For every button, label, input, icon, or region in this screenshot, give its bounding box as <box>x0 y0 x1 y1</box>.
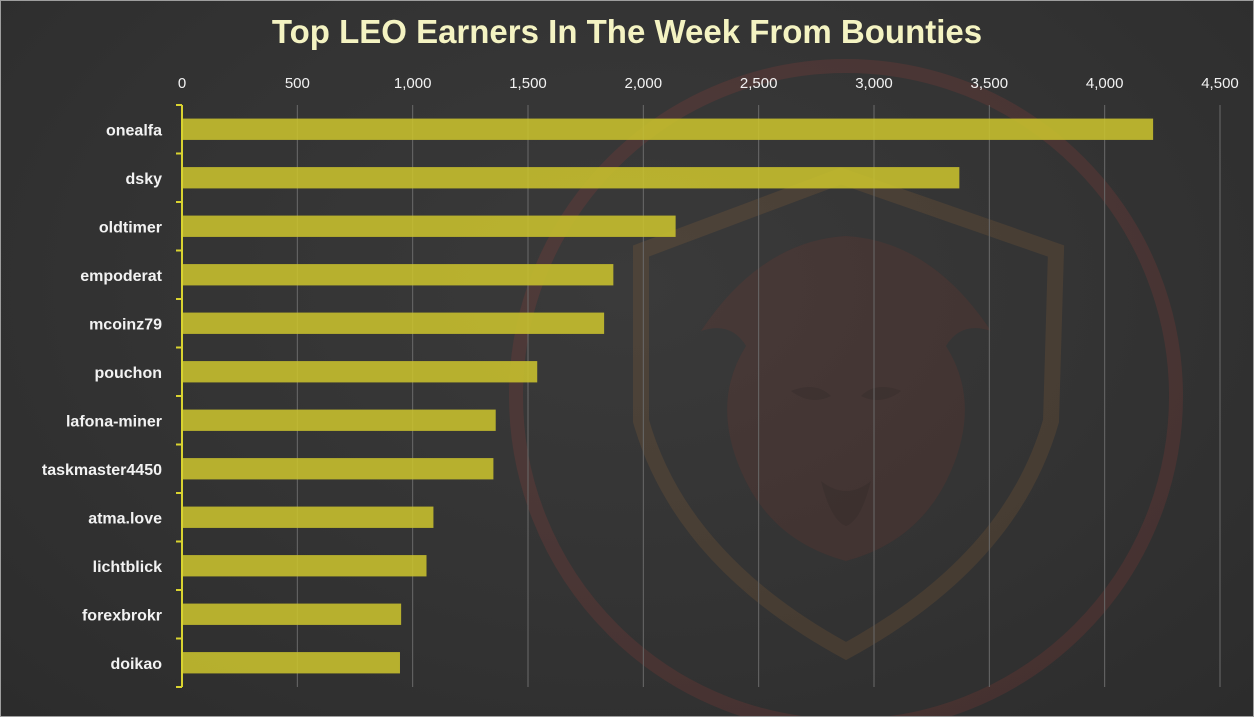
category-label: empoderat <box>80 268 162 285</box>
bar-doikao <box>182 652 400 674</box>
x-tick-label: 3,000 <box>855 75 893 92</box>
bar-lichtblick <box>182 555 427 577</box>
category-label: taskmaster4450 <box>42 462 162 479</box>
x-tick-labels: 0 500 1,000 1,500 2,000 2,500 3,000 3,500 4,000 4… <box>178 75 1239 92</box>
bar-onealfa <box>182 118 1154 140</box>
category-label: onealfa <box>106 122 162 139</box>
bar-atma.love <box>182 506 434 528</box>
x-tick-label: 500 <box>285 75 310 92</box>
bar-taskmaster4450 <box>182 458 494 480</box>
x-tick-label: 1,500 <box>509 75 547 92</box>
bar-dsky <box>182 167 960 189</box>
x-tick-label: 4,500 <box>1201 75 1239 92</box>
gridlines <box>296 105 1221 687</box>
x-tick-label: 2,000 <box>625 75 663 92</box>
bar-mcoinz79 <box>182 312 605 334</box>
category-label: atma.love <box>88 510 162 527</box>
category-label: lafona-miner <box>66 413 162 430</box>
category-label: oldtimer <box>99 219 162 236</box>
x-tick-label: 2,500 <box>740 75 778 92</box>
bars <box>182 118 1154 674</box>
chart-title: Top LEO Earners In The Week From Bountie… <box>271 13 983 50</box>
bar-forexbrokr <box>182 603 402 625</box>
x-tick-label: 4,000 <box>1086 75 1124 92</box>
category-label: lichtblick <box>93 559 162 576</box>
bar-pouchon <box>182 361 538 383</box>
category-label: forexbrokr <box>82 607 162 624</box>
bar-empoderat <box>182 264 614 286</box>
x-tick-label: 1,000 <box>394 75 432 92</box>
bar-lafona-miner <box>182 409 496 431</box>
bar-oldtimer <box>182 215 676 237</box>
category-label: pouchon <box>94 365 162 382</box>
category-axis <box>176 104 183 688</box>
x-tick-label: 3,500 <box>971 75 1009 92</box>
category-label: doikao <box>110 656 162 673</box>
category-labels: onealfa dsky oldtimer empoderat mcoinz79 pouc… <box>42 122 163 673</box>
category-label: mcoinz79 <box>89 316 162 333</box>
x-tick-label: 0 <box>178 75 186 92</box>
category-label: dsky <box>126 171 163 188</box>
